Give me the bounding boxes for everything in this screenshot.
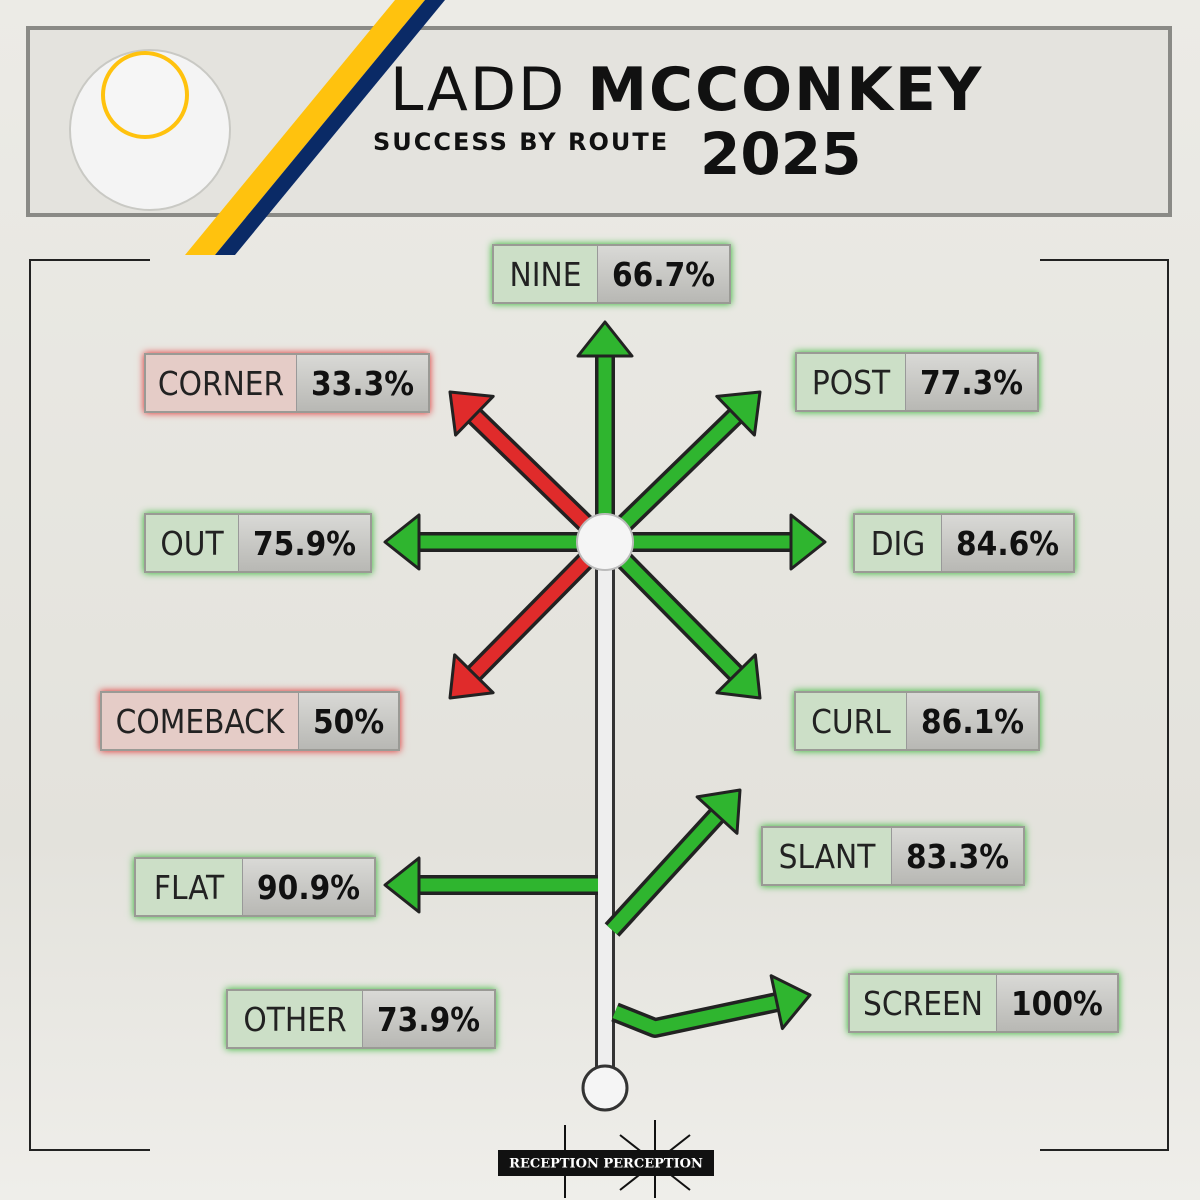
route-box: SLANT 83.3%	[761, 826, 1025, 886]
route-name: OUT	[146, 515, 238, 571]
route-box: DIG 84.6%	[853, 513, 1075, 573]
helmet	[101, 51, 189, 139]
route-name: NINE	[494, 246, 597, 302]
route-name: CURL	[796, 693, 906, 749]
player-name: LADD MCCONKEY	[390, 55, 983, 125]
route-arrow	[469, 411, 595, 533]
route-name: SLANT	[763, 828, 891, 884]
frame-right	[1040, 259, 1169, 1151]
route-arrow-head	[448, 653, 495, 700]
route-value: 33.3%	[296, 355, 428, 411]
route-box: NINE 66.7%	[492, 244, 731, 304]
route-value: 84.6%	[941, 515, 1073, 571]
route-arrow-head	[769, 974, 812, 1030]
route-arrow	[469, 551, 595, 679]
logo-bar	[498, 1150, 714, 1176]
last-name: MCCONKEY	[587, 55, 984, 125]
route-arrow-head	[576, 320, 634, 358]
route-value: 73.9%	[362, 991, 494, 1047]
route-value: 77.3%	[905, 354, 1037, 410]
route-value: 66.7%	[597, 246, 729, 302]
route-arrow-head	[789, 513, 827, 571]
subtitle: SUCCESS BY ROUTE	[373, 128, 670, 156]
route-arrow-head	[695, 788, 742, 835]
center-node	[576, 513, 634, 571]
route-arrow-head	[715, 390, 762, 437]
route-arrow	[615, 551, 741, 679]
route-value: 75.9%	[238, 515, 370, 571]
route-arrow	[615, 411, 741, 533]
route-arrow-head	[448, 390, 495, 437]
route-name: COMEBACK	[102, 693, 298, 749]
route-value: 90.9%	[242, 859, 374, 915]
route-arrow	[607, 810, 722, 935]
route-box: CORNER 33.3%	[144, 353, 430, 413]
route-value: 86.1%	[906, 693, 1038, 749]
stripe-yellow	[185, 0, 425, 255]
route-box: CURL 86.1%	[794, 691, 1040, 751]
route-box: OUT 75.9%	[144, 513, 372, 573]
route-arrow-head	[383, 856, 421, 914]
route-box: SCREEN 100%	[848, 973, 1119, 1033]
route-box: FLAT 90.9%	[134, 857, 376, 917]
first-name: LADD	[390, 55, 567, 125]
route-box: COMEBACK 50%	[100, 691, 401, 751]
frame-left	[29, 259, 150, 1151]
start-node	[581, 1064, 629, 1112]
route-arrow-head	[383, 513, 421, 571]
route-box: POST 77.3%	[795, 352, 1039, 412]
logo-text: RECEPTION PERCEPTION	[509, 1157, 703, 1172]
route-arrow	[612, 995, 779, 1035]
route-value: 83.3%	[891, 828, 1023, 884]
route-value: 50%	[298, 693, 399, 749]
route-name: OTHER	[228, 991, 362, 1047]
route-value: 100%	[996, 975, 1117, 1031]
route-name: FLAT	[136, 859, 242, 915]
route-name: DIG	[855, 515, 941, 571]
stripe-blue	[215, 0, 445, 255]
route-name: POST	[797, 354, 905, 410]
year: 2025	[700, 120, 862, 188]
route-arrow-head	[715, 653, 762, 700]
route-name: CORNER	[146, 355, 296, 411]
route-box: OTHER 73.9%	[226, 989, 496, 1049]
route-name: SCREEN	[850, 975, 996, 1031]
